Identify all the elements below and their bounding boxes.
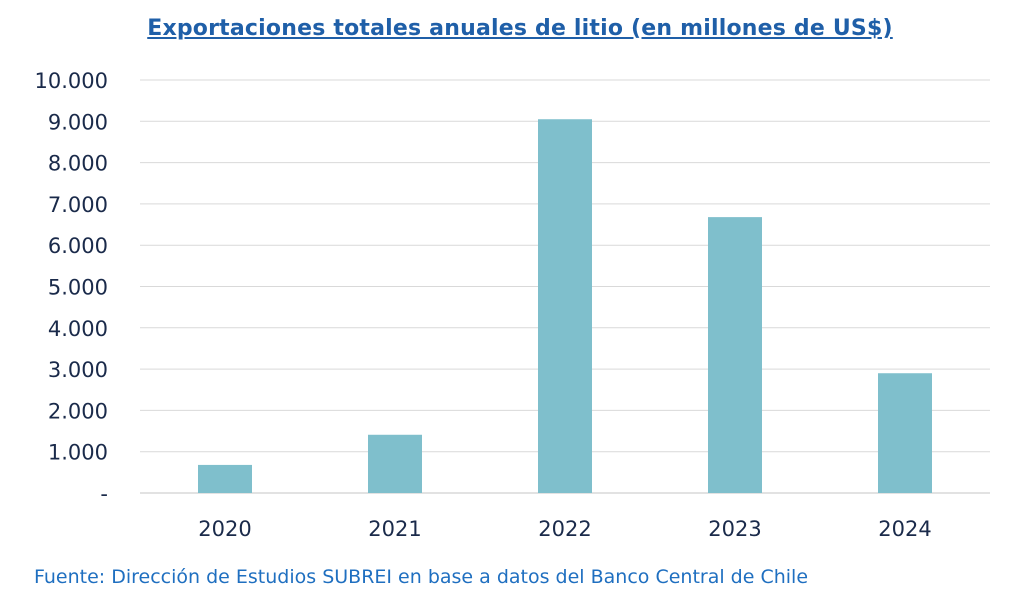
y-tick-label: 7.000 (48, 193, 108, 217)
bar-2024 (878, 373, 932, 493)
y-tick-label: 10.000 (35, 69, 108, 93)
x-tick-label: 2023 (708, 517, 761, 541)
x-tick-label: 2020 (198, 517, 251, 541)
y-tick-label: 1.000 (48, 441, 108, 465)
y-axis-tick-labels: - 1.000 2.000 3.000 4.000 5.000 6.000 7.000 8.00… (35, 69, 108, 506)
y-tick-label: 2.000 (48, 399, 108, 423)
y-tick-label: 9.000 (48, 110, 108, 134)
bar-2020 (198, 464, 252, 493)
bar-2022 (538, 119, 592, 494)
y-tick-label: 4.000 (48, 317, 108, 341)
x-tick-label: 2022 (538, 517, 591, 541)
x-axis-tick-labels: 2020 2021 2022 2023 2024 (198, 517, 931, 541)
bar-2021 (368, 434, 422, 493)
bar-2023 (708, 217, 762, 493)
x-tick-label: 2021 (368, 517, 421, 541)
y-tick-label: 8.000 (48, 152, 108, 176)
bar-chart: - 1.000 2.000 3.000 4.000 5.000 6.000 7.000 8.00… (35, 69, 990, 541)
bars (198, 119, 932, 494)
y-tick-label: 6.000 (48, 234, 108, 258)
y-tick-label: - (100, 482, 108, 506)
y-tick-label: 3.000 (48, 358, 108, 382)
y-tick-label: 5.000 (48, 276, 108, 300)
source-note: Fuente: Dirección de Estudios SUBREI en … (34, 566, 809, 588)
x-tick-label: 2024 (878, 517, 931, 541)
chart-title: Exportaciones totales anuales de litio (… (147, 16, 893, 41)
